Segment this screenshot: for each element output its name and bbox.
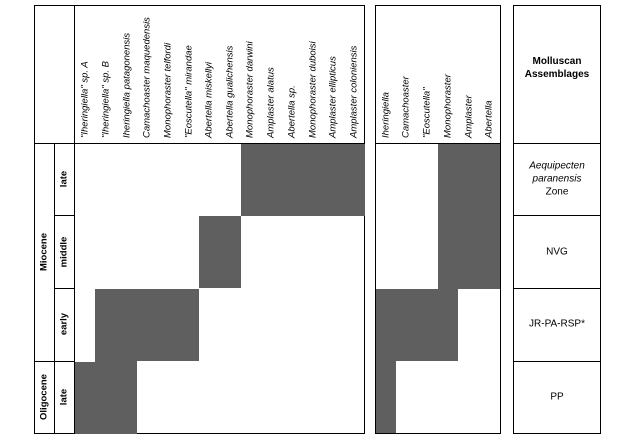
range-bar-iheringiella-sp-a-b [75,362,95,434]
molluscan-assemblages-header: Molluscan Assemblages [524,56,590,80]
genus-label: Iheringiella [380,92,392,138]
species-label: Iheringiella patagonensis [121,32,133,138]
species-label: Amplaster ellipticus [327,56,339,138]
molluscan-miocene-oligocene-divider [513,361,601,362]
species-label: "Eoscutella" mirandae [183,45,195,138]
subepoch-label-miocene-early: early [58,312,70,336]
genus-chart-frame [375,5,501,434]
species-label: Camachoaster maquedensis [141,17,153,138]
range-bar-late-miocene-species [241,144,365,216]
zone-text: Zone [545,186,569,198]
species-label: "Iheringiella" sp. B [100,61,112,138]
genus-label: Monophoraster [442,74,454,138]
range-bar-early-miocene-species [95,289,137,434]
range-bar-abertella-middle-miocene [199,216,241,288]
range-bar-early-miocene-species-2 [137,289,199,361]
subepoch-label-miocene-late: late [58,170,70,188]
molluscan-header-divider [513,143,601,144]
molluscan-label-middle-miocene: NVG [546,246,568,258]
header-divider [34,143,365,144]
genus-bar-monophoraster-amplaster-abertella [438,144,500,289]
genus-bar-iheringiella [376,289,396,433]
subepoch-label-miocene-middle: middle [58,236,70,268]
molluscan-middle-early-divider [513,288,601,289]
paranensis-text: paranensis [532,173,582,185]
genus-bar-early-miocene [396,289,458,361]
molluscan-label-early-miocene: JR-PA-RSP* [529,318,585,330]
genus-label: "Eoscutella" [421,87,433,138]
epoch-label-miocene: Miocene [38,232,50,272]
species-label: Abertella miskellyi [203,61,215,138]
late-middle-boundary [54,215,74,216]
subepoch-column-divider [74,5,75,434]
species-label: "Iheringiella" sp. A [79,61,91,138]
species-label: Monophoraster duboisi [307,41,319,138]
middle-early-boundary [54,288,74,289]
species-label: Abertella gualichensis [224,45,236,138]
aequipecten-text: Aequipecten [529,160,585,172]
species-label: Monophoraster darwini [244,41,256,138]
genus-header-divider [375,143,501,144]
species-label: Abertella sp. [286,85,298,138]
age-chart-frame [34,5,365,434]
molluscan-late-middle-divider [513,215,601,216]
molluscan-label-late-oligocene: PP [550,391,564,403]
species-label: Amplaster alatus [265,67,277,138]
molluscan-frame [513,5,601,434]
oligocene-miocene-boundary [34,361,74,362]
molluscan-label-late-miocene: Aequipecten paranensis Zone [513,160,601,199]
epoch-label-oligocene: Oligocene [38,374,50,420]
species-label: Monophoraster telfordi [162,42,174,138]
subepoch-label-oligocene-late: late [58,388,70,406]
genus-label: Amplaster [463,95,475,138]
genus-label: Camachoaster [400,76,412,138]
genus-label: Abertella [483,100,495,139]
species-label: Amplaster coloniensis [348,45,360,138]
